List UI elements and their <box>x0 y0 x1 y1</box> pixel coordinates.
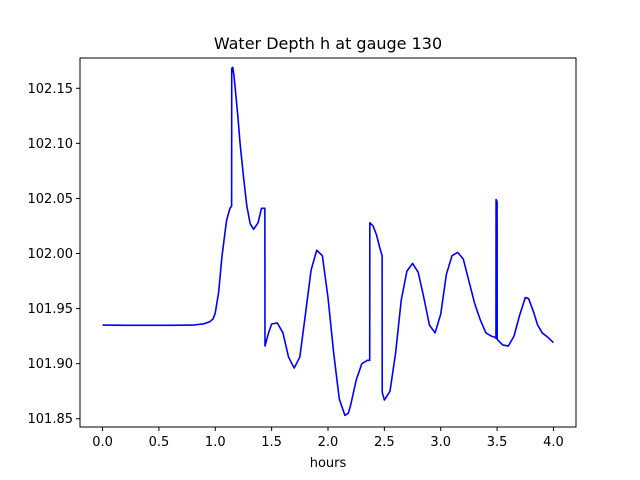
y-tick-label: 101.90 <box>28 357 74 372</box>
y-tick-label: 102.15 <box>28 82 74 97</box>
x-tick-label: 1.0 <box>205 435 226 450</box>
y-tick-label: 102.05 <box>28 192 74 207</box>
x-tick-label: 2.0 <box>318 435 339 450</box>
x-tick-label: 3.0 <box>430 435 451 450</box>
x-tick-label: 0.5 <box>149 435 170 450</box>
x-tick-label: 0.0 <box>92 435 113 450</box>
chart-title: Water Depth h at gauge 130 <box>214 34 442 53</box>
plot-area <box>79 57 577 428</box>
plot-frame <box>79 57 577 428</box>
y-tick-label: 101.95 <box>28 302 74 317</box>
series-line-water-depth <box>102 66 555 417</box>
y-tick-label: 102.00 <box>28 247 74 262</box>
x-axis-label: hours <box>310 456 347 471</box>
x-tick-label: 4.0 <box>543 435 564 450</box>
x-axis-ticks: 0.0 0.5 1.0 1.5 2.0 2.5 3.0 3.5 4.0 <box>92 427 564 450</box>
y-tick-label: 102.10 <box>28 137 74 152</box>
y-axis-ticks: 101.85 101.90 101.95 102.00 102.05 102.10 102.… <box>28 82 80 427</box>
x-tick-label: 3.5 <box>487 435 508 450</box>
y-tick-label: 101.85 <box>28 412 74 427</box>
x-tick-label: 1.5 <box>261 435 282 450</box>
x-tick-label: 2.5 <box>374 435 395 450</box>
